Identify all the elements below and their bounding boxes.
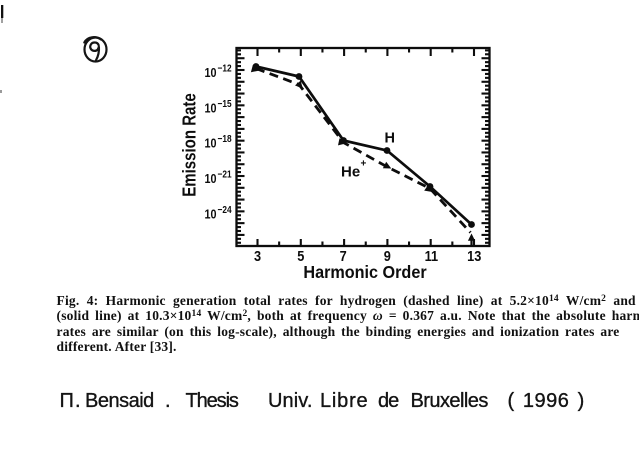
svg-text:10: 10 <box>205 136 217 151</box>
svg-text:Harmonic Order: Harmonic Order <box>303 262 427 282</box>
svg-text:−15: −15 <box>218 98 232 109</box>
svg-text:13: 13 <box>467 247 481 264</box>
svg-text:Emission Rate: Emission Rate <box>179 93 200 197</box>
svg-text:−24: −24 <box>218 204 233 215</box>
svg-text:11: 11 <box>425 247 439 264</box>
svg-text:10: 10 <box>205 100 217 115</box>
svg-text:+: + <box>361 159 367 170</box>
svg-text:9: 9 <box>384 247 391 264</box>
svg-text:−18: −18 <box>218 133 232 144</box>
svg-text:He: He <box>341 164 360 181</box>
svg-text:5: 5 <box>297 247 304 264</box>
svg-text:−12: −12 <box>218 63 232 74</box>
svg-text:10: 10 <box>205 171 217 186</box>
svg-text:7: 7 <box>340 247 347 264</box>
svg-text:−21: −21 <box>218 169 232 180</box>
svg-text:3: 3 <box>254 247 261 264</box>
svg-text:H: H <box>385 131 395 147</box>
svg-text:10: 10 <box>205 206 217 221</box>
svg-text:10: 10 <box>205 65 217 80</box>
